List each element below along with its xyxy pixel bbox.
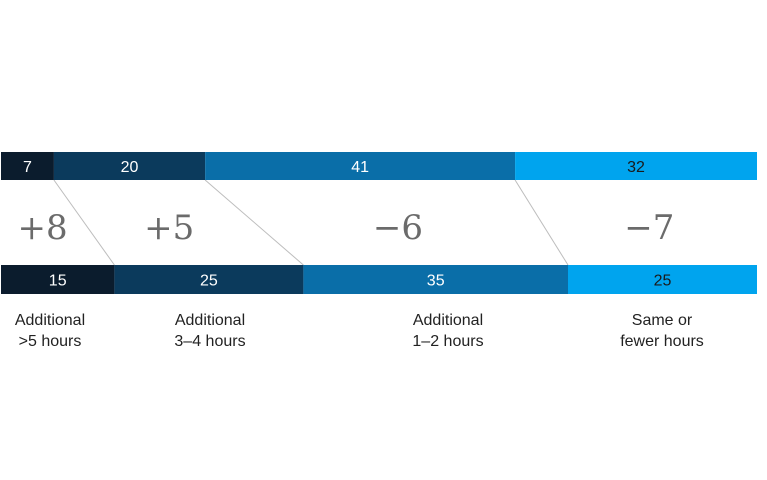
category-label-line1: Additional [14, 312, 86, 329]
top-bar: 7 20 41 32 [1, 152, 757, 180]
top-value-label-1: 7 [23, 159, 32, 176]
bottom-value-label-3: 35 [427, 273, 445, 290]
category-label-2: Additional 3–4 hours [125, 310, 295, 352]
top-value-label-4: 32 [627, 159, 645, 176]
bottom-segment-4 [568, 265, 757, 294]
change-labels: +8 +5 −6 −7 [18, 208, 675, 248]
bottom-segment-2 [114, 265, 304, 294]
connector-line-3 [514, 179, 569, 266]
top-segment-1 [1, 152, 54, 180]
category-label-line1: Additional [174, 312, 246, 329]
bottom-segment-1 [1, 265, 115, 294]
bottom-value-label-4: 25 [654, 273, 672, 290]
top-value-label-3: 41 [351, 159, 369, 176]
top-segment-2 [53, 152, 206, 180]
bottom-value-label-1: 15 [49, 273, 67, 290]
category-label-4: Same or fewer hours [577, 310, 747, 352]
bottom-value-label-2: 25 [200, 273, 218, 290]
category-label-line1: Additional [412, 312, 484, 329]
change-label-1: +8 [18, 208, 68, 248]
change-label-4: −7 [624, 208, 674, 248]
top-segment-3 [205, 152, 516, 180]
connector-lines [53, 179, 569, 266]
bottom-segment-3 [303, 265, 568, 294]
category-label-line2: 1–2 hours [412, 333, 484, 350]
change-label-2: +5 [144, 208, 194, 248]
change-label-3: −6 [373, 208, 423, 248]
category-label-line1: Same or [631, 312, 693, 329]
category-label-3: Additional 1–2 hours [363, 310, 533, 352]
category-label-1: Additional >5 hours [0, 310, 135, 352]
category-label-line2: >5 hours [18, 333, 82, 350]
connector-line-1 [53, 179, 115, 266]
top-value-label-2: 20 [121, 159, 139, 176]
connector-line-2 [204, 179, 304, 266]
top-segment-4 [515, 152, 757, 180]
category-label-line2: 3–4 hours [174, 333, 246, 350]
category-label-line2: fewer hours [620, 333, 704, 350]
bottom-bar: 15 25 35 25 [1, 265, 757, 294]
